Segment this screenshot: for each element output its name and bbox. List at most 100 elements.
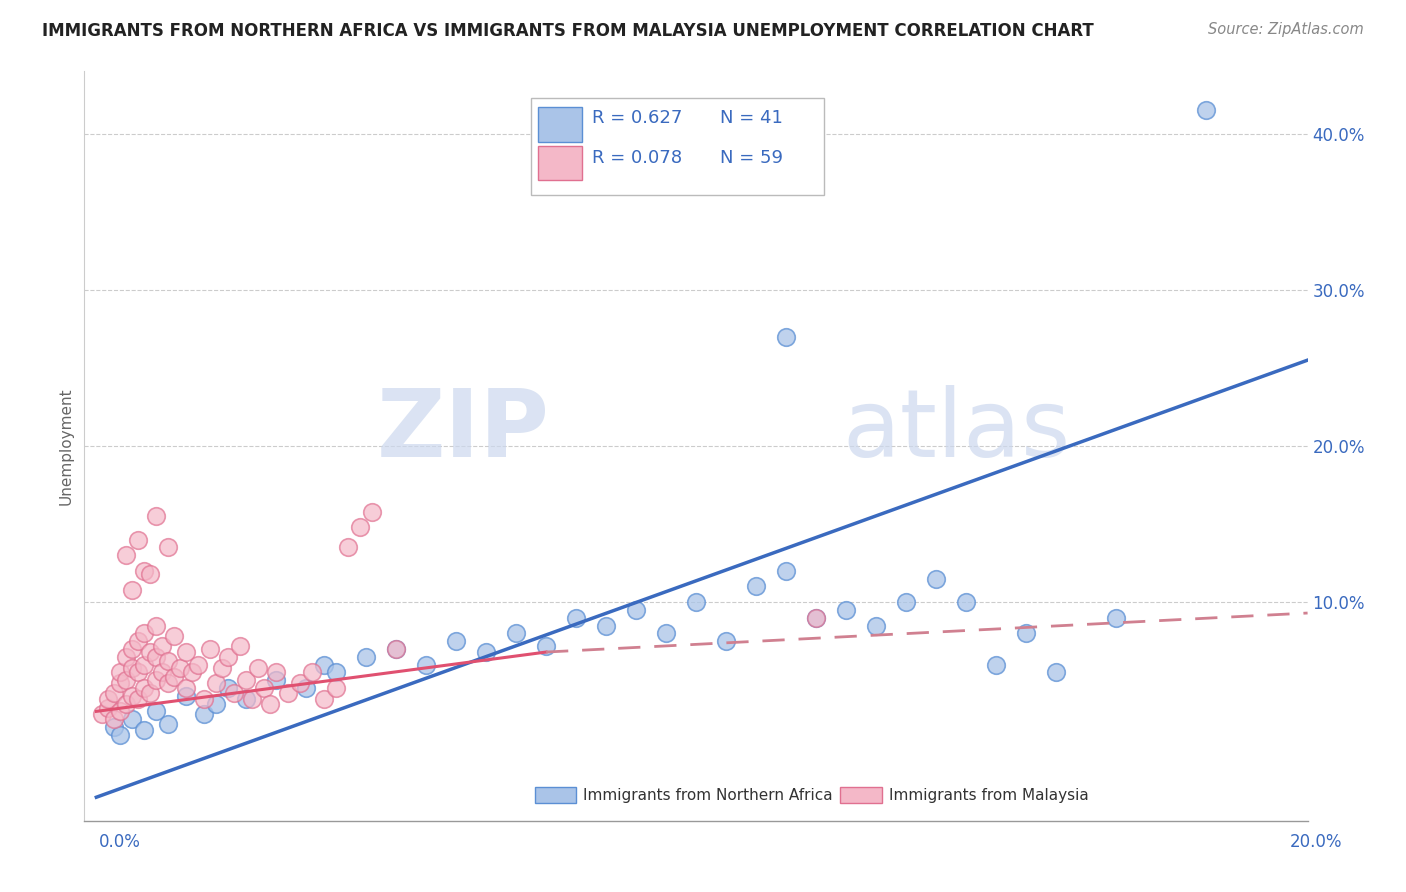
Point bbox=[865, 618, 887, 632]
Text: 20.0%: 20.0% bbox=[1291, 833, 1343, 851]
Point bbox=[314, 657, 336, 672]
Point bbox=[624, 603, 647, 617]
Point bbox=[247, 660, 270, 674]
Point bbox=[157, 541, 180, 555]
Point bbox=[775, 564, 797, 578]
Point bbox=[1195, 103, 1218, 118]
Text: Immigrants from Northern Africa: Immigrants from Northern Africa bbox=[583, 788, 834, 803]
Point bbox=[139, 645, 162, 659]
Point bbox=[925, 572, 948, 586]
Point bbox=[145, 649, 167, 664]
Point bbox=[264, 673, 287, 687]
Point bbox=[97, 692, 120, 706]
Point bbox=[1015, 626, 1038, 640]
Point bbox=[264, 665, 287, 680]
Point bbox=[110, 665, 132, 680]
Point bbox=[110, 728, 132, 742]
Point bbox=[121, 712, 143, 726]
Point bbox=[235, 673, 257, 687]
Point bbox=[301, 665, 323, 680]
Point bbox=[127, 533, 149, 547]
Point bbox=[163, 630, 186, 644]
Point bbox=[205, 697, 228, 711]
Point bbox=[169, 660, 191, 674]
FancyBboxPatch shape bbox=[538, 145, 582, 180]
Point bbox=[121, 660, 143, 674]
Point bbox=[253, 681, 276, 695]
Point bbox=[134, 723, 156, 737]
Point bbox=[145, 509, 167, 524]
Text: Source: ZipAtlas.com: Source: ZipAtlas.com bbox=[1208, 22, 1364, 37]
Point bbox=[127, 692, 149, 706]
Point bbox=[349, 520, 371, 534]
Point bbox=[139, 567, 162, 582]
Point bbox=[337, 541, 360, 555]
Point bbox=[229, 639, 252, 653]
Point bbox=[325, 665, 347, 680]
Point bbox=[193, 707, 215, 722]
Point bbox=[200, 642, 222, 657]
Point bbox=[139, 686, 162, 700]
Point bbox=[745, 580, 768, 594]
Point bbox=[103, 720, 125, 734]
Point bbox=[163, 670, 186, 684]
Point bbox=[174, 645, 197, 659]
FancyBboxPatch shape bbox=[531, 97, 824, 195]
Point bbox=[193, 692, 215, 706]
Text: Immigrants from Malaysia: Immigrants from Malaysia bbox=[889, 788, 1090, 803]
Text: R = 0.078: R = 0.078 bbox=[592, 149, 682, 167]
Point bbox=[385, 642, 408, 657]
Point bbox=[115, 649, 138, 664]
Point bbox=[211, 660, 233, 674]
Point bbox=[174, 681, 197, 695]
Point bbox=[259, 697, 281, 711]
Point bbox=[325, 681, 347, 695]
Point bbox=[290, 676, 312, 690]
Point bbox=[475, 645, 498, 659]
Point bbox=[1045, 665, 1067, 680]
Point bbox=[150, 639, 173, 653]
Text: N = 41: N = 41 bbox=[720, 109, 783, 127]
Text: ZIP: ZIP bbox=[377, 385, 550, 477]
Point bbox=[894, 595, 917, 609]
Point bbox=[145, 705, 167, 719]
Point bbox=[804, 611, 827, 625]
Point bbox=[205, 676, 228, 690]
Point bbox=[150, 665, 173, 680]
FancyBboxPatch shape bbox=[841, 787, 882, 804]
Point bbox=[97, 701, 120, 715]
Point bbox=[217, 681, 239, 695]
Point bbox=[775, 330, 797, 344]
Point bbox=[103, 686, 125, 700]
Point bbox=[110, 705, 132, 719]
Text: R = 0.627: R = 0.627 bbox=[592, 109, 682, 127]
Text: N = 59: N = 59 bbox=[720, 149, 783, 167]
Point bbox=[157, 676, 180, 690]
Point bbox=[174, 689, 197, 703]
Point bbox=[217, 649, 239, 664]
Text: atlas: atlas bbox=[842, 385, 1071, 477]
Point bbox=[415, 657, 437, 672]
Text: IMMIGRANTS FROM NORTHERN AFRICA VS IMMIGRANTS FROM MALAYSIA UNEMPLOYMENT CORRELA: IMMIGRANTS FROM NORTHERN AFRICA VS IMMIG… bbox=[42, 22, 1094, 40]
Point bbox=[103, 712, 125, 726]
Point bbox=[385, 642, 408, 657]
FancyBboxPatch shape bbox=[534, 787, 576, 804]
Point bbox=[134, 657, 156, 672]
Point bbox=[115, 673, 138, 687]
Point bbox=[314, 692, 336, 706]
Point bbox=[235, 692, 257, 706]
Text: 0.0%: 0.0% bbox=[98, 833, 141, 851]
Point bbox=[121, 582, 143, 597]
Point bbox=[157, 655, 180, 669]
Point bbox=[91, 707, 114, 722]
Point bbox=[127, 665, 149, 680]
Point bbox=[295, 681, 318, 695]
Point bbox=[277, 686, 299, 700]
Point bbox=[240, 692, 263, 706]
Point bbox=[984, 657, 1007, 672]
Point bbox=[145, 618, 167, 632]
Point bbox=[134, 626, 156, 640]
Point bbox=[655, 626, 678, 640]
Point bbox=[354, 649, 377, 664]
Point bbox=[121, 642, 143, 657]
